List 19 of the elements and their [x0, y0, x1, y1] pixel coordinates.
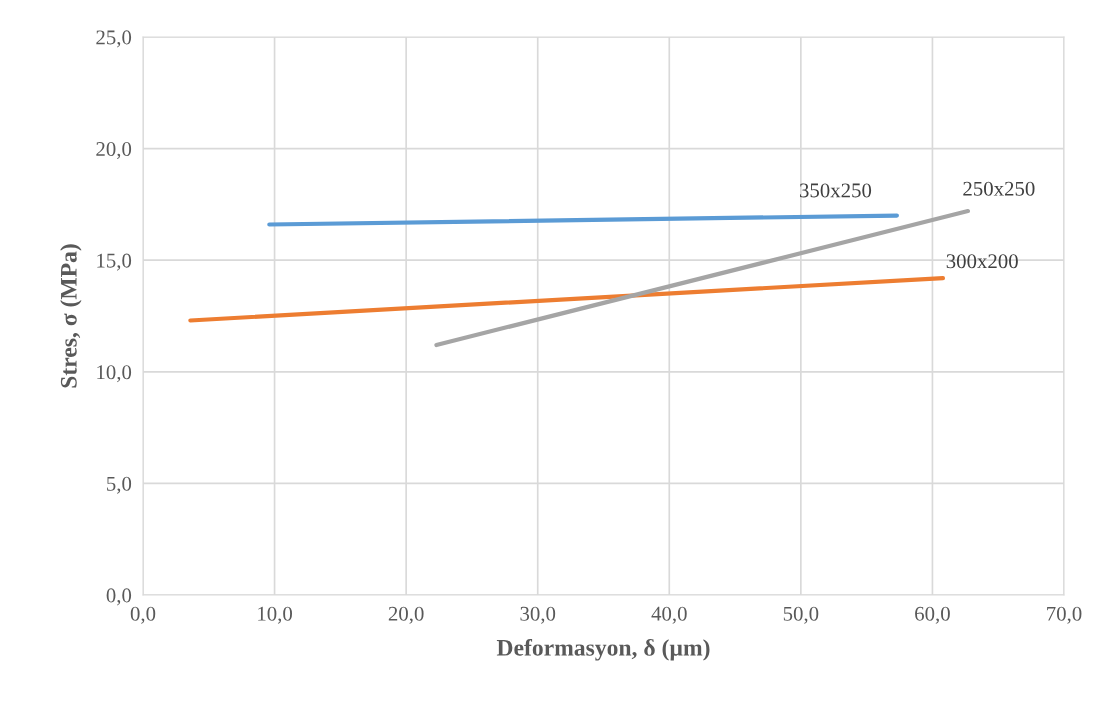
- x-tick-label: 10,0: [258, 606, 293, 624]
- series-label: 350x250: [799, 183, 872, 198]
- y-tick-label: 10,0: [97, 365, 132, 383]
- x-tick-label: 40,0: [651, 606, 687, 624]
- y-tick-label: 0,0: [106, 588, 132, 606]
- y-tick-label: 20,0: [96, 141, 132, 160]
- y-tick-label: 15,0: [97, 253, 132, 271]
- x-tick-label: 50,0: [783, 606, 819, 624]
- x-tick-label: 60,0: [915, 606, 950, 624]
- x-axis-title: Deformasyon, δ (µm): [496, 638, 710, 661]
- y-tick-label: 25,0: [96, 30, 132, 48]
- x-tick-label: 30,0: [520, 606, 556, 624]
- series-label: 250x250: [963, 181, 1035, 196]
- x-tick-label: 0,0: [130, 606, 156, 624]
- x-tick-label: 20,0: [388, 606, 424, 624]
- y-axis-title: Stres, σ (MPa): [60, 244, 82, 388]
- x-tick-label: 70,0: [1047, 606, 1082, 624]
- y-tick-label: 5,0: [107, 476, 132, 494]
- series-label: 300x200: [946, 254, 1018, 269]
